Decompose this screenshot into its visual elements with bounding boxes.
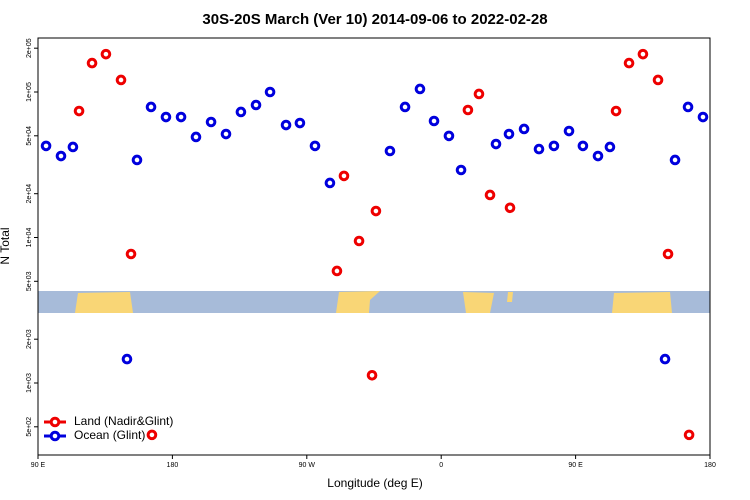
point <box>443 130 455 142</box>
point <box>264 86 276 98</box>
map-band <box>38 291 710 313</box>
y-tick-label: 5e+03 <box>26 271 33 291</box>
y-tick-label: 5e+04 <box>26 126 33 146</box>
point <box>610 105 622 117</box>
x-axis-label: Longitude (deg E) <box>327 476 422 490</box>
point <box>577 140 589 152</box>
point <box>533 143 545 155</box>
point <box>592 150 604 162</box>
point <box>40 140 52 152</box>
x-tick-label: 90 E <box>31 462 46 469</box>
point <box>100 48 112 60</box>
x-tick-label: 180 <box>167 462 179 469</box>
point <box>86 57 98 69</box>
point <box>250 99 262 111</box>
point <box>662 248 674 260</box>
point <box>190 131 202 143</box>
point <box>67 141 79 153</box>
point <box>338 170 350 182</box>
point <box>669 154 681 166</box>
point <box>294 117 306 129</box>
point <box>484 189 496 201</box>
point <box>473 88 485 100</box>
point <box>455 164 467 176</box>
point <box>414 83 426 95</box>
point <box>160 111 172 123</box>
legend-label: Land (Nadir&Glint) <box>74 414 173 428</box>
x-tick-label: 180 <box>704 462 716 469</box>
x-tick-label: 90 W <box>299 462 316 469</box>
point <box>366 369 378 381</box>
point <box>331 265 343 277</box>
point <box>490 138 502 150</box>
point <box>205 116 217 128</box>
y-tick-label: 1e+05 <box>26 82 33 102</box>
point <box>652 74 664 86</box>
y-tick-label: 2e+04 <box>26 184 33 204</box>
point <box>235 106 247 118</box>
point <box>659 353 671 365</box>
point <box>55 150 67 162</box>
point <box>146 429 158 441</box>
x-tick-label: 90 E <box>568 462 583 469</box>
legend-marker <box>49 416 61 428</box>
legend-marker <box>49 430 61 442</box>
legend-label: Ocean (Glint) <box>74 428 145 442</box>
point <box>121 353 133 365</box>
x-tick-label: 0 <box>439 462 443 469</box>
point <box>115 74 127 86</box>
point <box>604 141 616 153</box>
point <box>504 202 516 214</box>
y-tick-label: 1e+04 <box>26 228 33 248</box>
point <box>563 125 575 137</box>
y-tick-label: 5e+02 <box>26 417 33 437</box>
y-tick-label: 2e+03 <box>26 329 33 349</box>
point <box>175 111 187 123</box>
point <box>697 111 709 123</box>
point <box>503 128 515 140</box>
point <box>682 101 694 113</box>
chart-title: 30S-20S March (Ver 10) 2014-09-06 to 202… <box>202 11 547 28</box>
y-tick-label: 2e+05 <box>26 38 33 58</box>
point <box>125 248 137 260</box>
point <box>683 429 695 441</box>
y-axis-label: N Total <box>0 227 12 264</box>
point <box>384 145 396 157</box>
point <box>280 119 292 131</box>
point <box>399 101 411 113</box>
point <box>220 128 232 140</box>
point <box>623 57 635 69</box>
point <box>637 48 649 60</box>
point <box>370 205 382 217</box>
point <box>428 115 440 127</box>
point <box>518 123 530 135</box>
point <box>548 140 560 152</box>
plot-frame <box>37 37 711 456</box>
point <box>309 140 321 152</box>
point <box>353 235 365 247</box>
point <box>73 105 85 117</box>
point <box>145 101 157 113</box>
point <box>131 154 143 166</box>
y-tick-label: 1e+03 <box>26 373 33 393</box>
point <box>462 104 474 116</box>
point <box>324 177 336 189</box>
